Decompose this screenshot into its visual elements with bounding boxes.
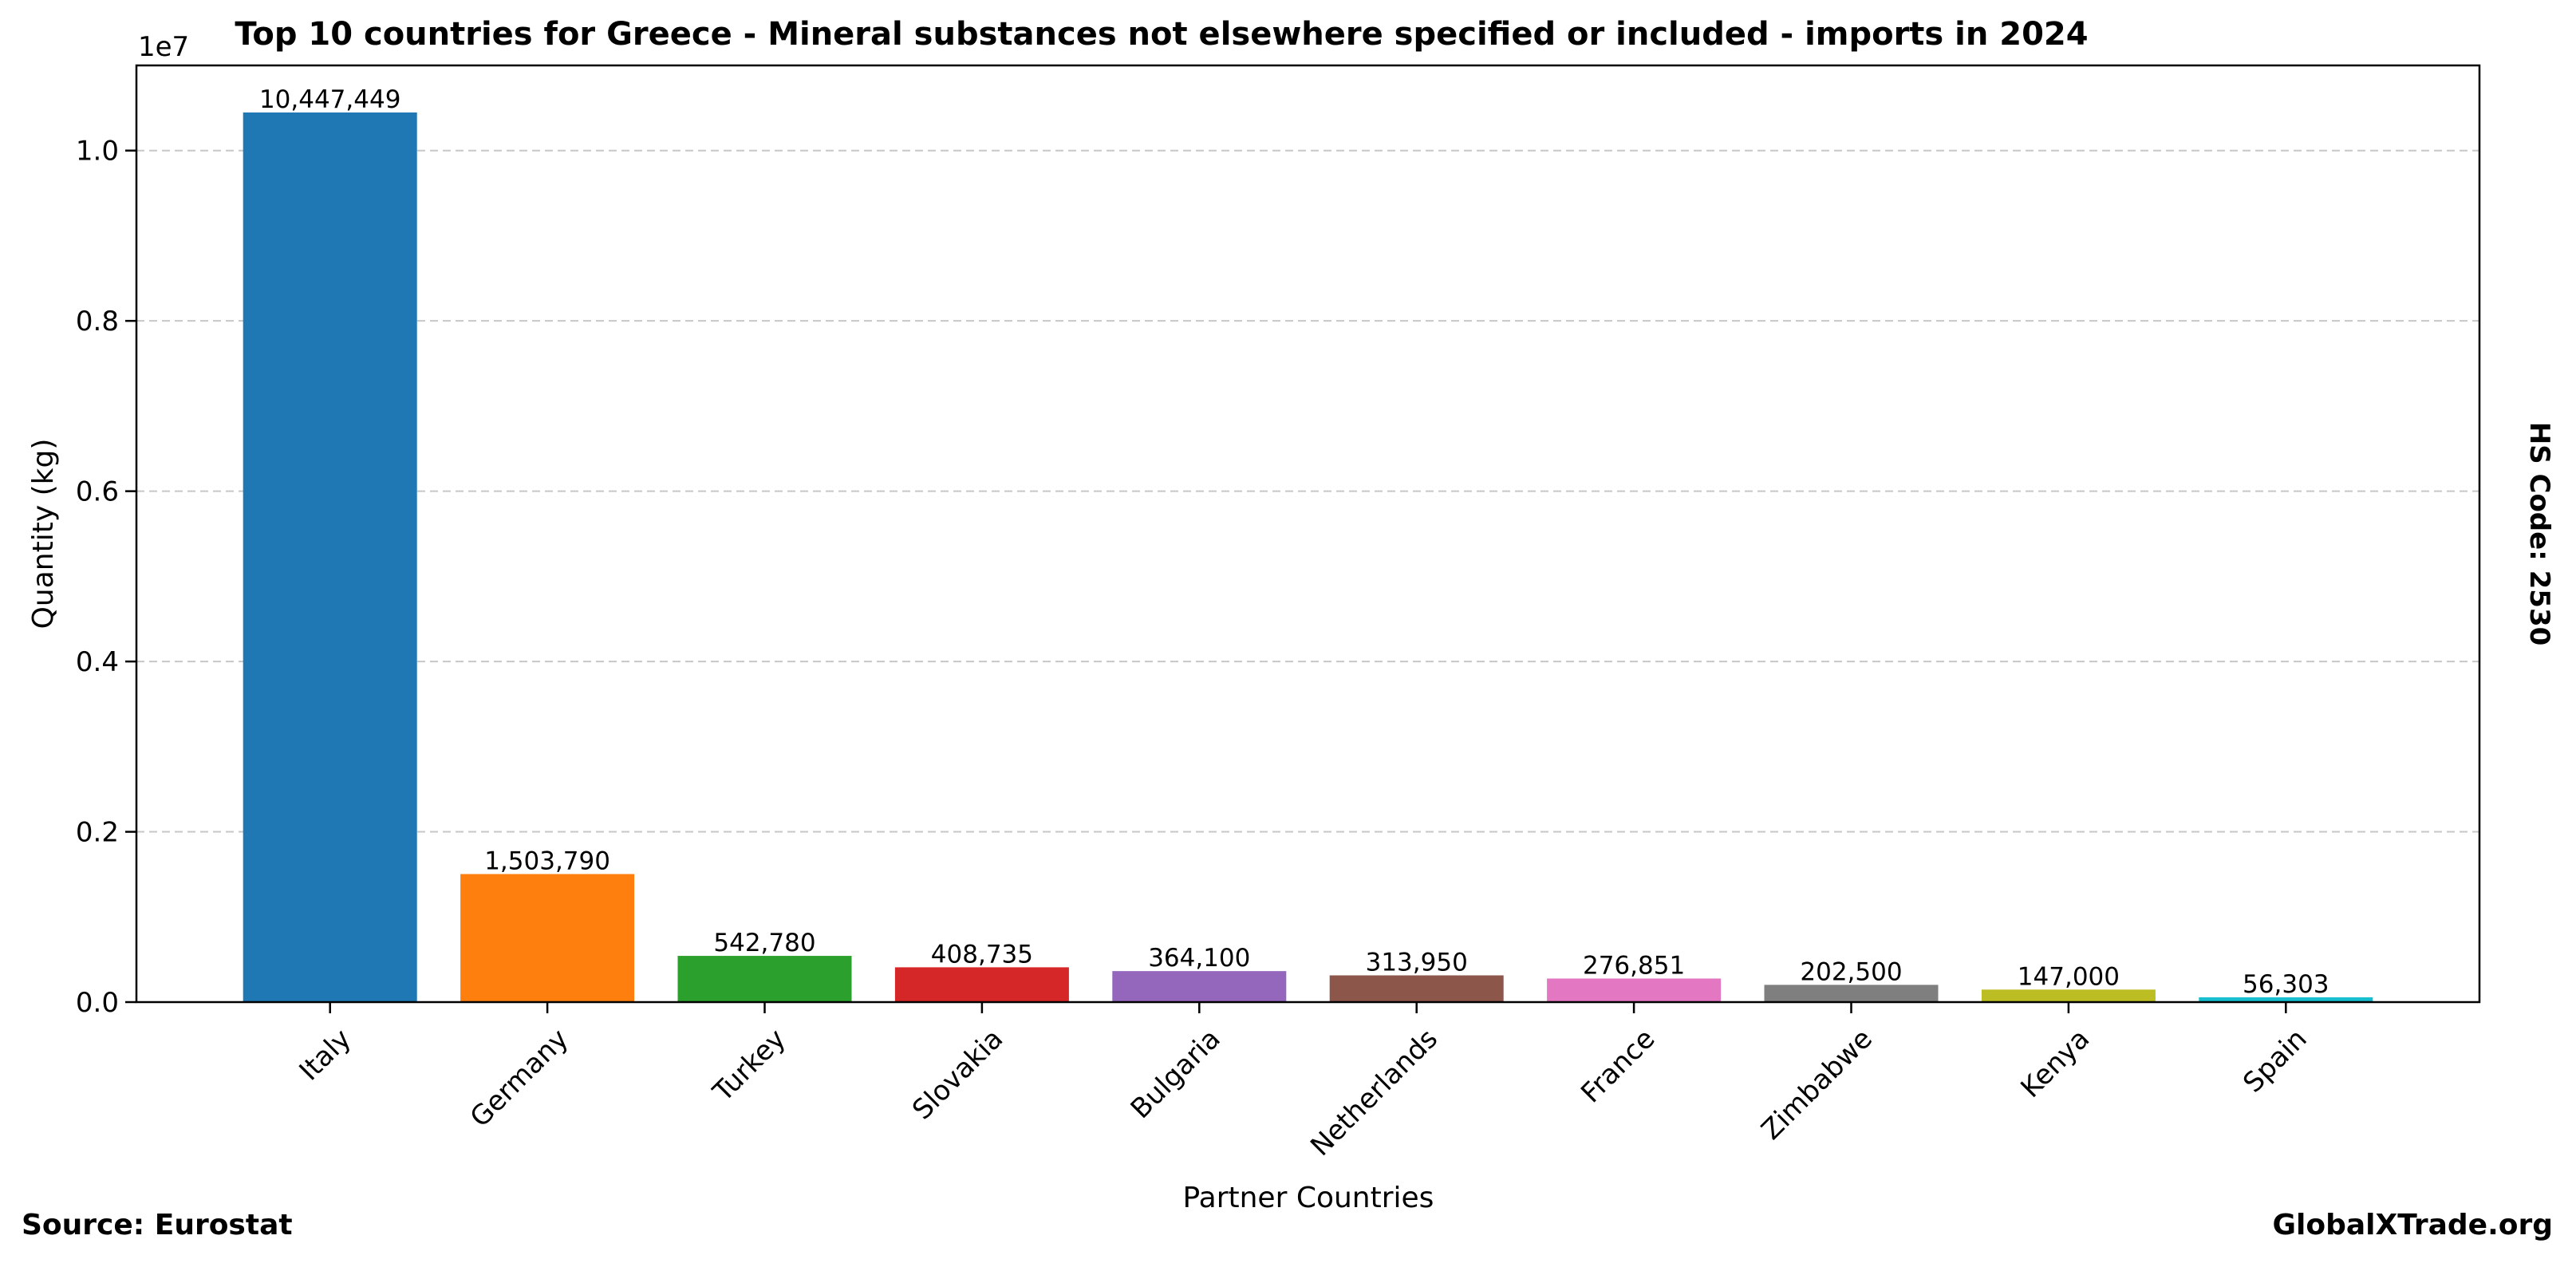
data-label: 542,780 (713, 929, 815, 957)
bar-zimbabwe (1764, 985, 1939, 1002)
x-axis-label: Partner Countries (1183, 1182, 1434, 1214)
hs-code-label: HS Code: 2530 (2523, 422, 2555, 646)
y-tick-label: 0.2 (76, 817, 119, 849)
bar-spain (2199, 997, 2373, 1002)
x-tick-label: France (1575, 1023, 1661, 1109)
x-tick-label: Turkey (707, 1023, 792, 1108)
data-label: 364,100 (1148, 944, 1250, 973)
x-tick-label: Zimbabwe (1755, 1023, 1879, 1147)
bar-bulgaria (1112, 971, 1287, 1002)
bar-germany (460, 874, 635, 1002)
y-axis-offset-text: 1e7 (138, 31, 189, 63)
data-label: 1,503,790 (484, 847, 610, 876)
x-tick-label: Bulgaria (1125, 1023, 1227, 1125)
data-label: 408,735 (931, 940, 1033, 969)
x-tick-label: Slovakia (906, 1023, 1009, 1126)
grid-lines (136, 149, 2479, 833)
data-label: 147,000 (2018, 962, 2120, 991)
data-label: 56,303 (2243, 970, 2329, 999)
data-labels: 10,447,449 1,503,790 542,780 408,735 364,100… (259, 85, 2329, 999)
data-label: 313,950 (1366, 948, 1468, 977)
source-label: Source: Eurostat (22, 1209, 293, 1241)
x-tick-label: Spain (2237, 1023, 2313, 1099)
y-tick-label: 0.8 (76, 306, 119, 337)
bar-turkey (677, 956, 852, 1002)
data-label: 202,500 (1800, 957, 1902, 986)
y-tick-label: 0.0 (76, 987, 119, 1019)
x-tick-label: Netherlands (1304, 1023, 1444, 1162)
bar-netherlands (1329, 975, 1504, 1002)
bar-italy (243, 112, 417, 1002)
y-tick-label: 1.0 (76, 136, 119, 168)
y-axis-label: Quantity (kg) (27, 439, 60, 630)
y-tick-label: 0.6 (76, 476, 119, 508)
brand-label: GlobalXTrade.org (2272, 1209, 2553, 1241)
bar-france (1547, 978, 1722, 1002)
plot-area-frame (135, 64, 2481, 1004)
x-tick-label: Kenya (2014, 1023, 2096, 1104)
data-label: 10,447,449 (259, 85, 401, 114)
y-axis-ticks: 0.0 0.2 0.4 0.6 0.8 1.0 (76, 136, 136, 1019)
bar-kenya (1981, 989, 2156, 1002)
x-tick-label: Italy (294, 1023, 357, 1087)
bars (243, 112, 2373, 1002)
y-tick-label: 0.4 (76, 646, 119, 678)
bar-slovakia (894, 967, 1069, 1002)
data-label: 276,851 (1583, 951, 1685, 980)
x-axis-ticks: Italy Germany Turkey Slovakia Bulgaria Nether… (294, 1002, 2314, 1162)
x-tick-label: Germany (464, 1023, 575, 1134)
chart-title: Top 10 countries for Greece - Mineral su… (235, 16, 2088, 53)
